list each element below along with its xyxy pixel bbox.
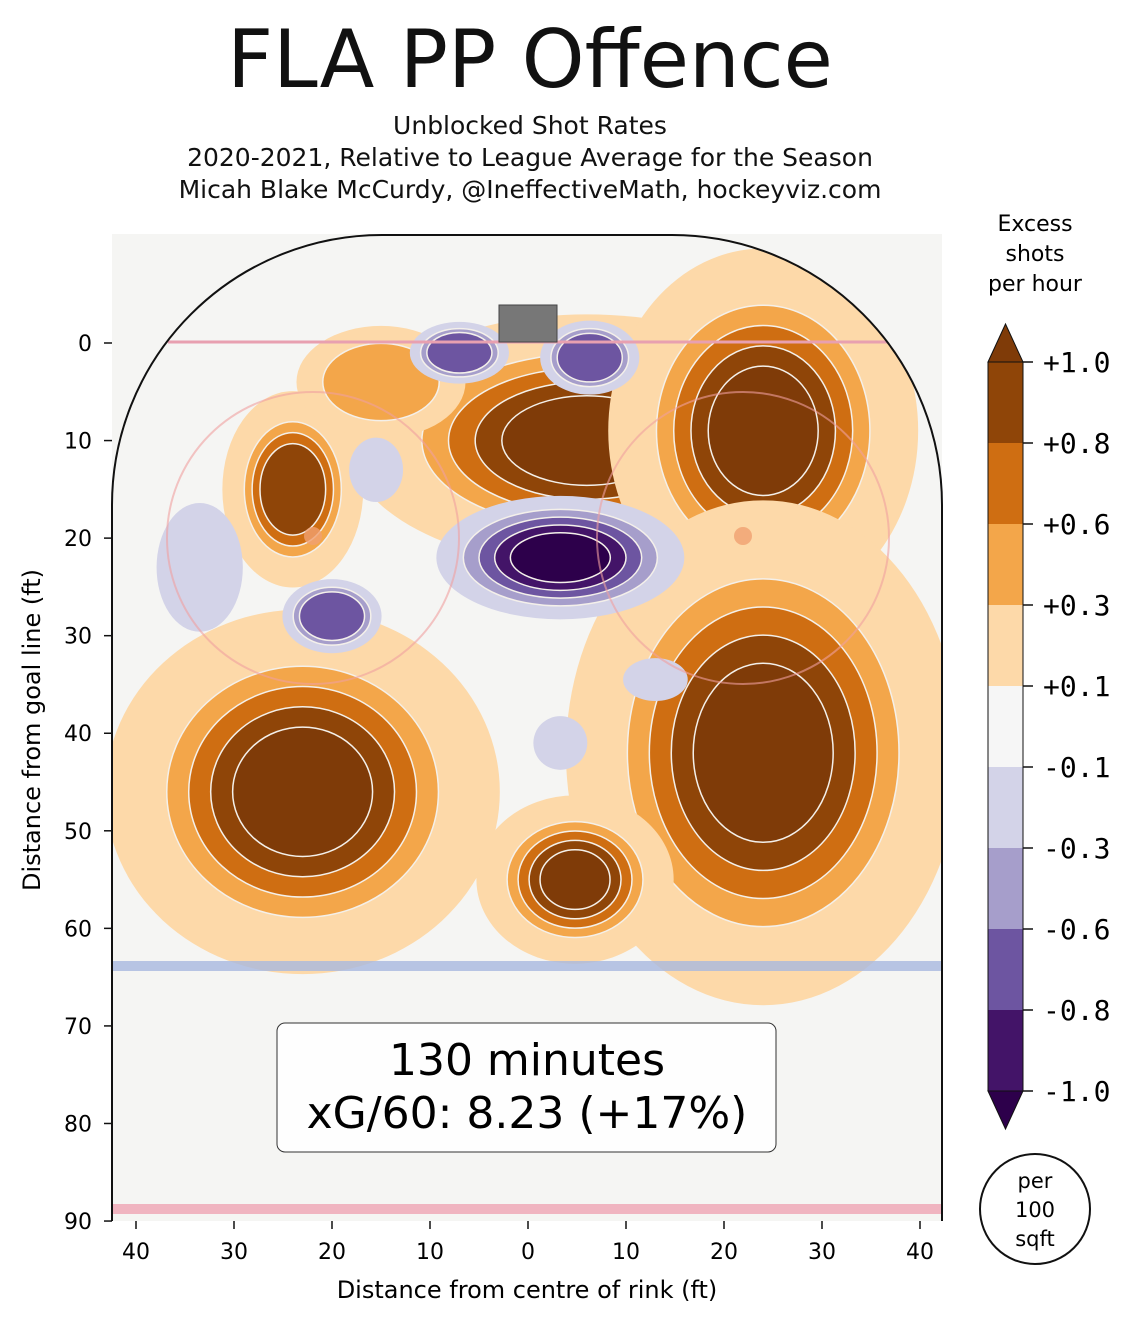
contour-region: [156, 502, 243, 632]
faceoff-circle-right: [596, 391, 890, 685]
colorbar-title-3: per hour: [988, 272, 1083, 297]
x-tick-label: 40: [906, 1240, 934, 1265]
contour-band: [298, 591, 366, 642]
colorbar-tick-label: +1.0: [1043, 346, 1110, 379]
y-tick-label: 40: [64, 722, 92, 747]
chart-subtitle-2: 2020-2021, Relative to League Average fo…: [187, 143, 873, 172]
contour-region: [409, 321, 509, 384]
chart-title: FLA PP Offence: [227, 13, 833, 106]
unit-badge-line-2: 100: [1015, 1198, 1055, 1222]
contour-region: [623, 658, 688, 702]
unit-badge: [979, 1153, 1091, 1265]
x-tick-label: 30: [220, 1240, 248, 1265]
colorbar-title-1: Excess: [997, 212, 1072, 237]
contour-band: [623, 658, 688, 702]
faceoff-dot-left: [304, 527, 322, 545]
colorbar-tick-label: +0.1: [1043, 670, 1110, 703]
contour-band: [692, 662, 834, 844]
colorbar-band: [988, 848, 1023, 929]
y-axis-label: Distance from goal line (ft): [18, 569, 46, 891]
y-tick-label: 50: [64, 820, 92, 845]
colorbar-tick-label: +0.3: [1043, 589, 1110, 622]
colorbar-tick-label: -1.0: [1043, 1075, 1110, 1108]
chart-subtitle-3: Micah Blake McCurdy, @IneffectiveMath, h…: [178, 175, 882, 204]
contour-band: [707, 365, 819, 497]
xg-label: xG/60: 8.23 (+17%): [307, 1088, 748, 1139]
contour-band: [426, 331, 493, 374]
contour-region: [533, 716, 588, 770]
x-axis-label: Distance from centre of rink (ft): [337, 1276, 718, 1304]
contour-band: [509, 532, 612, 584]
colorbar-band: [988, 605, 1023, 686]
colorbar-band: [988, 524, 1023, 605]
contour-band: [349, 437, 404, 503]
contour-band: [231, 726, 374, 858]
blue-line: [112, 961, 942, 971]
x-tick-label: 10: [612, 1240, 640, 1265]
unit-badge-line-3: sqft: [1015, 1227, 1055, 1251]
goal-net: [498, 304, 558, 343]
contour-band: [539, 848, 611, 911]
colorbar-band: [988, 686, 1023, 767]
y-tick-label: 0: [78, 332, 92, 357]
annotation-box: [276, 1022, 777, 1153]
contour-region: [540, 320, 640, 395]
colorbar-frame: [987, 361, 1024, 1092]
colorbar-band: [988, 362, 1023, 443]
colorbar-tick-label: +0.6: [1043, 508, 1110, 541]
x-tick-label: 20: [318, 1240, 346, 1265]
contour-band: [533, 716, 588, 770]
contour-region: [476, 795, 674, 964]
x-tick-label: 40: [122, 1240, 150, 1265]
contour-band: [556, 332, 624, 383]
y-tick-label: 10: [64, 430, 92, 455]
y-tick-label: 60: [64, 917, 92, 942]
unit-badge-line-1: per: [1018, 1169, 1053, 1193]
contour-region: [282, 579, 382, 654]
colorbar-band: [988, 443, 1023, 524]
faceoff-dot-right: [734, 527, 752, 545]
contour-region: [349, 437, 404, 503]
contour-region: [112, 609, 500, 975]
colorbar-band: [988, 929, 1023, 1010]
contour-region: [436, 495, 685, 620]
colorbar-band: [988, 767, 1023, 848]
contour-band: [259, 442, 327, 536]
colorbar-tick-label: +0.8: [1043, 427, 1110, 460]
x-tick-label: 10: [416, 1240, 444, 1265]
x-tick-label: 0: [521, 1240, 535, 1265]
minutes-label: 130 minutes: [389, 1035, 665, 1086]
colorbar-tick-label: -0.8: [1043, 994, 1110, 1027]
colorbar-title-2: shots: [1006, 242, 1065, 267]
colorbar-tick-label: -0.3: [1043, 832, 1110, 865]
colorbar-tick-label: -0.6: [1043, 913, 1110, 946]
centre-red-line: [112, 1204, 942, 1214]
chart-subtitle-1: Unblocked Shot Rates: [393, 111, 667, 140]
colorbar-extend-bottom: [987, 1090, 1024, 1131]
y-tick-label: 70: [64, 1015, 92, 1040]
x-tick-label: 30: [808, 1240, 836, 1265]
colorbar-extend-top: [987, 322, 1024, 363]
rink-boards: [111, 234, 943, 1221]
faceoff-circle-left: [166, 391, 460, 685]
colorbar-band: [988, 1010, 1023, 1091]
x-tick-label: 20: [710, 1240, 738, 1265]
contour-region: [222, 391, 364, 588]
y-tick-label: 80: [64, 1112, 92, 1137]
contour-band: [156, 502, 243, 632]
colorbar-tick-label: -0.1: [1043, 751, 1110, 784]
y-tick-label: 90: [64, 1210, 92, 1235]
y-tick-label: 20: [64, 527, 92, 552]
y-tick-label: 30: [64, 625, 92, 650]
